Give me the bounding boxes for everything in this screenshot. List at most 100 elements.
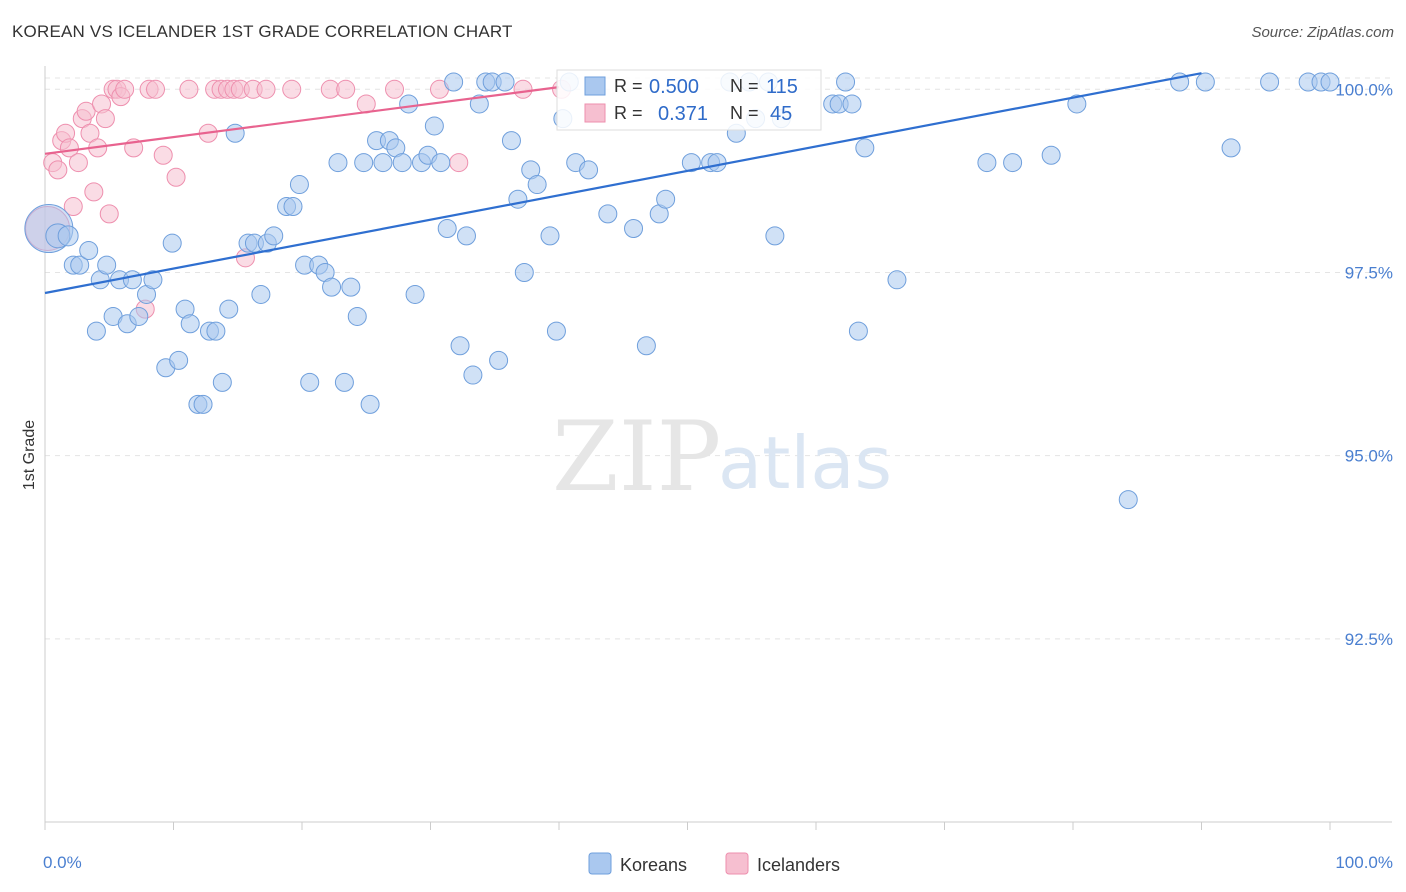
icelander-point <box>449 153 469 173</box>
icelander-point <box>76 101 96 121</box>
korean-point <box>1003 153 1023 173</box>
korean-point <box>1221 138 1241 158</box>
korean-point <box>431 153 451 173</box>
legend-label-koreans: Koreans <box>620 855 687 875</box>
y-axis-label: 1st Grade <box>21 420 38 490</box>
korean-point <box>1195 72 1215 92</box>
korean-trend-line <box>44 72 1202 295</box>
korean-point <box>328 153 348 173</box>
icelander-point <box>99 204 119 224</box>
icelander-point <box>166 167 186 187</box>
korean-point <box>193 394 213 414</box>
icelander-r-label: R = <box>614 103 643 123</box>
korean-r-value: 0.500 <box>649 76 699 98</box>
y-tick-label: 97.5% <box>1345 263 1393 282</box>
y-tick-label: 100.0% <box>1335 80 1393 99</box>
korean-point <box>300 372 320 392</box>
korean-point <box>289 175 309 195</box>
y-tick-label: 92.5% <box>1345 630 1393 649</box>
korean-point <box>212 372 232 392</box>
korean-point <box>1067 94 1087 114</box>
x-tick-label: 0.0% <box>43 853 82 872</box>
icelander-n-value: 45 <box>770 103 792 125</box>
korean-point <box>508 189 528 209</box>
korean-point <box>1260 72 1280 92</box>
icelander-point <box>95 109 115 129</box>
icelander-point <box>63 197 83 217</box>
korean-point <box>495 72 515 92</box>
korean-point <box>1041 145 1061 165</box>
y-tick-labels: 100.0% 97.5% 95.0% 92.5% <box>1335 80 1393 649</box>
korean-point <box>765 226 785 246</box>
korean-point <box>463 365 483 385</box>
icelander-point <box>385 79 405 99</box>
korean-point <box>392 153 412 173</box>
korean-point <box>122 270 142 290</box>
korean-point <box>322 277 342 297</box>
korean-point <box>501 131 521 151</box>
korean-point <box>129 306 149 326</box>
source-label: Source: ZipAtlas.com <box>1251 24 1394 41</box>
icelander-point <box>282 79 302 99</box>
watermark-zip: ZIP <box>552 401 721 513</box>
icelander-point <box>84 182 104 202</box>
korean-point <box>206 321 226 341</box>
korean-point <box>1118 490 1138 510</box>
legend-label-icelanders: Icelanders <box>757 855 840 875</box>
korean-point <box>373 153 393 173</box>
x-tick-labels: 0.0% 100.0% <box>43 853 1393 872</box>
korean-point <box>527 175 547 195</box>
icelander-point <box>336 79 356 99</box>
korean-point <box>251 284 271 304</box>
korean-point <box>341 277 361 297</box>
korean-point <box>636 336 656 356</box>
icelander-point <box>59 138 79 158</box>
korean-r-label: R = <box>614 76 643 96</box>
icelander-point <box>513 79 533 99</box>
icelander-point <box>80 123 100 143</box>
watermark-atlas: atlas <box>718 421 892 505</box>
korean-point <box>514 262 534 282</box>
korean-point <box>624 219 644 239</box>
korean-point <box>848 321 868 341</box>
korean-point <box>444 72 464 92</box>
icelander-point <box>48 160 68 180</box>
korean-point <box>579 160 599 180</box>
icelander-point <box>146 79 166 99</box>
korean-n-value: 115 <box>766 76 798 98</box>
trend-lines <box>44 72 1202 295</box>
legend-item-icelanders[interactable]: Icelanders <box>725 852 840 875</box>
korean-point <box>399 94 419 114</box>
korean-point <box>79 241 99 260</box>
korean-point <box>283 197 303 217</box>
korean-point <box>354 153 374 173</box>
korean-point <box>86 321 106 341</box>
korean-point <box>437 219 457 239</box>
axes <box>44 66 1392 830</box>
x-tick-label: 100.0% <box>1335 853 1393 872</box>
korean-point <box>264 226 284 246</box>
korean-point <box>162 233 182 253</box>
icelander-r-value: 0.371 <box>658 103 708 125</box>
icelander-swatch <box>584 103 606 123</box>
korean-point <box>707 153 727 173</box>
korean-point <box>842 94 862 114</box>
korean-point <box>225 123 245 143</box>
korean-n-label: N = <box>730 76 759 96</box>
korean-point <box>546 321 566 341</box>
korean-point <box>405 284 425 304</box>
korean-point <box>169 350 189 370</box>
korean-swatch <box>584 76 606 96</box>
korean-point <box>450 336 470 356</box>
icelander-n-label: N = <box>730 103 759 123</box>
icelander-point <box>68 153 88 173</box>
y-tick-label: 95.0% <box>1345 447 1393 466</box>
korean-point <box>360 394 380 414</box>
icelander-point <box>179 79 199 99</box>
korean-point <box>469 94 489 114</box>
legend-item-koreans[interactable]: Koreans <box>588 852 687 875</box>
korean-point <box>97 255 117 275</box>
icelander-point <box>153 145 173 165</box>
korean-point <box>977 153 997 173</box>
